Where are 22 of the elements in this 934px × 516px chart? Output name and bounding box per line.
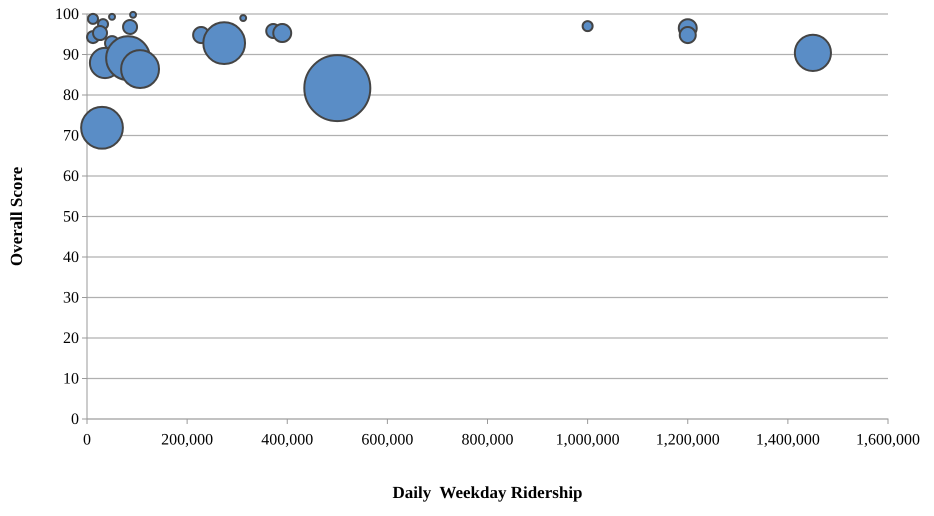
x-axis-title: Daily Weekday Ridership (392, 483, 583, 502)
y-axis-title: Overall Score (7, 166, 26, 266)
y-tick-label: 40 (63, 249, 79, 266)
y-tick-label: 0 (71, 411, 79, 428)
x-tick-label: 1,400,000 (756, 432, 820, 449)
x-tick-label: 1,600,000 (856, 432, 920, 449)
y-tick-label: 10 (63, 370, 79, 388)
x-tick-label: 1,000,000 (556, 432, 620, 449)
x-tick-label: 1,200,000 (656, 432, 720, 449)
y-tick-label: 100 (55, 6, 79, 24)
y-tick-label: 80 (63, 87, 79, 104)
x-tick-label: 600,000 (361, 432, 414, 449)
x-tick-label: 200,000 (161, 432, 214, 449)
x-tick-label: 400,000 (261, 432, 314, 449)
y-tick-label: 30 (63, 290, 79, 307)
x-tick-label: 0 (83, 432, 91, 449)
y-tick-label: 50 (63, 208, 79, 226)
y-tick-label: 90 (63, 46, 79, 64)
y-tick-label: 20 (63, 330, 79, 348)
x-tick-label: 800,000 (462, 432, 514, 449)
y-tick-label: 60 (63, 168, 79, 186)
y-tick-label: 70 (63, 128, 79, 145)
